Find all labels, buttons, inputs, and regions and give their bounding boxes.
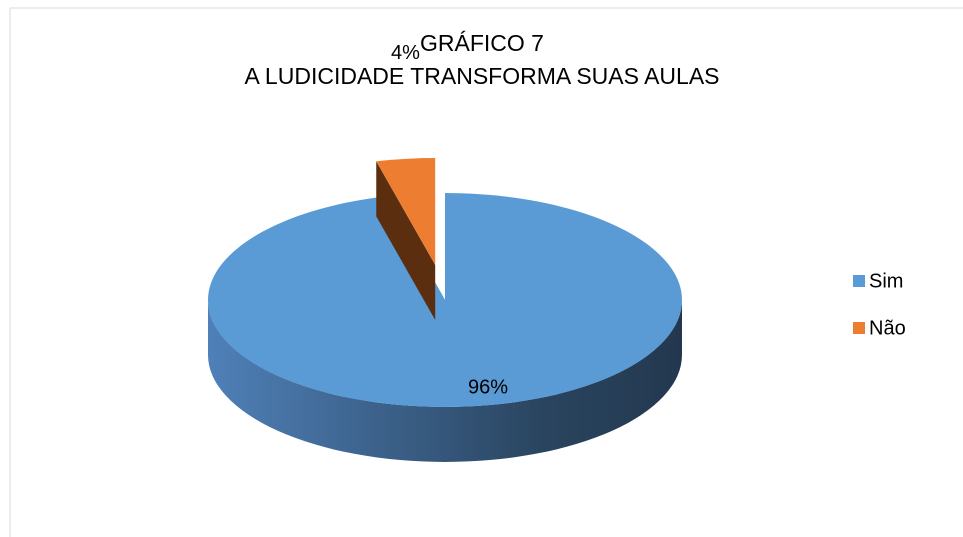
slice-side xyxy=(208,300,682,462)
data-label: 4% xyxy=(391,42,420,64)
legend-label: Sim xyxy=(869,270,903,292)
legend-swatch xyxy=(853,275,865,287)
slice xyxy=(376,157,436,265)
slice xyxy=(208,193,682,407)
chart-subtitle: A LUDICIDADE TRANSFORMA SUAS AULAS xyxy=(244,63,719,89)
slice-face xyxy=(376,161,436,320)
legend: Sim Não xyxy=(853,270,906,339)
legend-label: Não xyxy=(869,317,906,339)
data-label: 96% xyxy=(468,376,508,398)
chart-title: GRÁFICO 7 xyxy=(420,30,544,56)
legend-swatch xyxy=(853,322,865,334)
pie: 96% 4% xyxy=(208,42,682,462)
